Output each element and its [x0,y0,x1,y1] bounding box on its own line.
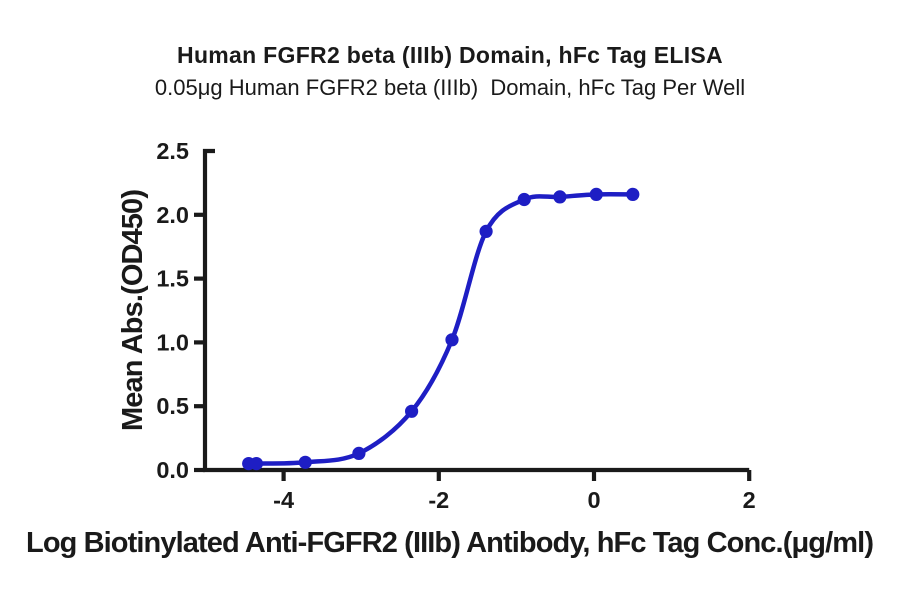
chart-title: Human FGFR2 beta (IIIb) Domain, hFc Tag … [177,42,723,68]
data-point [589,187,603,201]
ticks-layer [194,212,752,481]
x-tick-label: 0 [587,487,600,513]
y-tick-label: 1.0 [156,329,189,355]
y-tick-label: 1.5 [156,266,189,292]
fit-curve [246,191,636,466]
data-point [553,190,567,204]
axis-frame [202,148,750,473]
y-tick-label: 0.5 [156,393,189,419]
data-point [626,187,640,201]
data-point [517,192,531,207]
data-point [298,455,312,469]
x-tick-label: -2 [428,487,449,513]
y-axis-title: Mean Abs.(OD450) [117,189,149,431]
y-tick-label: 2.0 [156,202,189,228]
tick-labels-layer: -4 -2 0 2 0.0 0.5 1.0 1.5 2.0 2.5 [156,138,755,513]
data-point [249,457,263,471]
data-point [352,446,366,460]
x-axis-title: Log Biotinylated Anti-FGFR2 (IIIb) Antib… [26,527,874,559]
data-point [445,333,459,347]
x-tick-label: 2 [743,487,756,513]
y-tick-label: 0.0 [156,457,189,483]
y-tick-label: 2.5 [156,138,189,164]
chart-subtitle: 0.05μg Human FGFR2 beta (IIIb) Domain, h… [154,75,746,100]
data-point [479,224,493,238]
x-tick-label: -4 [273,487,294,513]
axes-layer [202,148,750,473]
series-layer [242,187,640,471]
data-point [405,404,419,418]
